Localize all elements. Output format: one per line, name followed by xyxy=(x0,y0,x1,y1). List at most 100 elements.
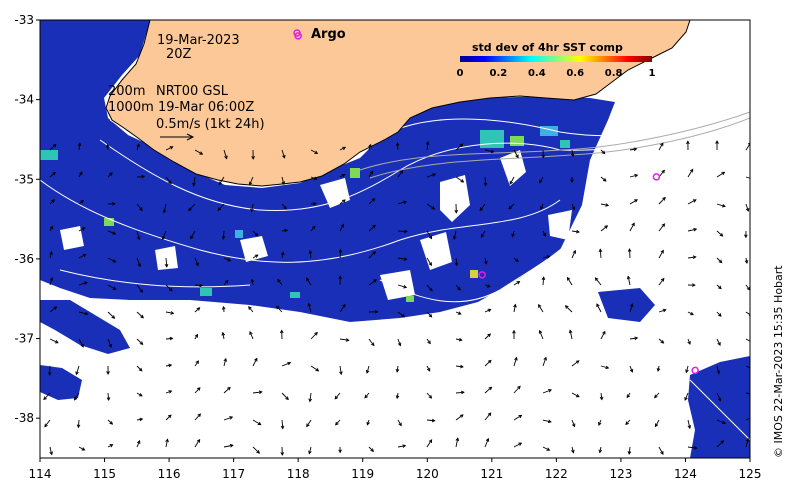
current-vector-arrow xyxy=(538,329,544,340)
argo-legend-icon xyxy=(293,29,301,37)
current-vector-arrow xyxy=(513,356,518,367)
current-vector-arrow xyxy=(136,143,140,151)
current-vector-arrow xyxy=(338,248,343,259)
current-vector-arrow xyxy=(107,202,116,206)
current-vector-arrow xyxy=(480,230,486,238)
current-vector-arrow xyxy=(600,330,606,340)
current-vector-arrow xyxy=(716,440,725,448)
current-vector-arrow xyxy=(397,284,408,289)
current-vector-arrow xyxy=(397,444,407,448)
current-vector-arrow xyxy=(715,140,719,151)
current-vector-arrow xyxy=(484,308,492,313)
current-vector-arrow xyxy=(77,142,82,151)
current-vector-arrow xyxy=(397,200,408,205)
lat-tick-label: -34 xyxy=(14,93,34,107)
current-vector-arrow xyxy=(426,173,437,178)
current-vector-arrow xyxy=(425,140,430,151)
sst-data-layer xyxy=(40,20,750,458)
current-vector-arrow xyxy=(716,284,722,290)
colorbar: std dev of 4hr SST comp 0 0.2 0.4 0.6 0.8 1 xyxy=(457,41,656,79)
current-vector-arrow xyxy=(78,311,89,316)
current-vector-arrow xyxy=(339,338,350,342)
current-vector-arrow xyxy=(310,149,319,154)
current-vector-arrow xyxy=(598,248,603,259)
current-vector-arrow xyxy=(368,143,372,151)
current-vector-arrow xyxy=(223,386,231,394)
current-vector-arrow xyxy=(106,392,111,402)
current-vector-arrow xyxy=(716,392,722,402)
current-vector-arrow xyxy=(658,277,665,286)
current-vector-arrow xyxy=(107,338,112,348)
current-vector-arrow xyxy=(107,230,117,235)
sst-coverage-southeast xyxy=(688,356,750,458)
current-vector-arrow xyxy=(339,303,346,313)
credit-label: © IMOS 22-Mar-2023 15:35 Hobart xyxy=(772,265,785,458)
current-vector-arrow xyxy=(192,176,196,187)
current-vector-arrow xyxy=(687,255,697,260)
current-vector-arrow xyxy=(368,446,375,453)
current-vector-arrow xyxy=(78,338,84,348)
current-vector-arrow xyxy=(275,305,283,313)
current-vector-arrow xyxy=(252,419,262,426)
lat-tick-label: -37 xyxy=(14,332,34,346)
current-vector-arrow xyxy=(221,331,226,340)
current-vector-arrow xyxy=(165,390,173,394)
current-vector-arrow xyxy=(600,176,607,182)
current-vector-arrow xyxy=(366,419,370,426)
lon-tick-label: 115 xyxy=(93,467,116,481)
current-vector-arrow xyxy=(106,365,110,375)
current-vector-arrow xyxy=(223,149,228,160)
current-vector-arrow xyxy=(280,446,285,456)
current-vector-arrow xyxy=(508,203,515,210)
colorbar-tick-label: 1 xyxy=(649,68,656,79)
current-vector-arrow xyxy=(368,170,374,178)
current-vector-arrow xyxy=(513,385,521,394)
current-vector-arrow xyxy=(136,203,143,212)
current-vector-arrow xyxy=(745,437,750,448)
current-vector-arrow xyxy=(339,173,346,178)
current-vector-arrow xyxy=(281,203,287,210)
latitude-axis: -33 -34 -35 -36 -37 -38 xyxy=(14,13,40,425)
current-vector-arrow xyxy=(571,229,580,234)
lon-tick-label: 124 xyxy=(674,467,697,481)
lon-tick-label: 118 xyxy=(287,467,310,481)
current-vector-arrow xyxy=(194,387,201,394)
current-vector-arrow xyxy=(194,438,201,448)
current-vector-arrow xyxy=(47,365,52,376)
current-vector-arrow xyxy=(279,329,284,340)
current-vector-arrow xyxy=(165,438,169,448)
current-vector-arrow xyxy=(194,149,204,155)
current-vector-arrow xyxy=(339,223,344,232)
current-vector-arrow xyxy=(426,284,433,292)
current-vector-arrow xyxy=(223,279,229,286)
current-vector-arrow xyxy=(571,360,580,367)
argo-float-marker xyxy=(652,173,661,181)
current-vector-arrow xyxy=(306,277,312,286)
current-vector-arrow xyxy=(397,169,404,178)
current-vector-arrow xyxy=(49,143,57,151)
altimetry-contours xyxy=(359,111,750,179)
current-vector-arrow xyxy=(455,390,465,395)
current-vector-arrow xyxy=(658,223,666,232)
current-vector-arrow xyxy=(368,338,375,347)
current-vector-arrow xyxy=(107,257,117,263)
current-vector-arrow xyxy=(598,446,603,454)
current-vector-arrow xyxy=(136,174,146,179)
current-vector-arrow xyxy=(44,419,51,428)
current-vector-arrow xyxy=(165,414,172,421)
current-vector-arrow xyxy=(308,392,313,403)
current-vector-arrow xyxy=(626,392,631,399)
current-vector-arrow xyxy=(339,365,343,376)
current-vector-arrow xyxy=(49,446,53,456)
current-vector-arrow xyxy=(684,392,689,401)
current-vector-arrow xyxy=(161,230,167,241)
current-vector-arrow xyxy=(49,199,55,205)
current-vector-arrow xyxy=(368,224,377,232)
current-vector-arrow xyxy=(162,203,167,214)
current-vector-arrow xyxy=(571,419,576,428)
current-vector-arrow xyxy=(716,419,727,425)
colorbar-ticks: 0 0.2 0.4 0.6 0.8 1 xyxy=(457,68,656,79)
colorbar-title: std dev of 4hr SST comp xyxy=(472,41,623,54)
current-vector-arrow xyxy=(484,257,488,265)
